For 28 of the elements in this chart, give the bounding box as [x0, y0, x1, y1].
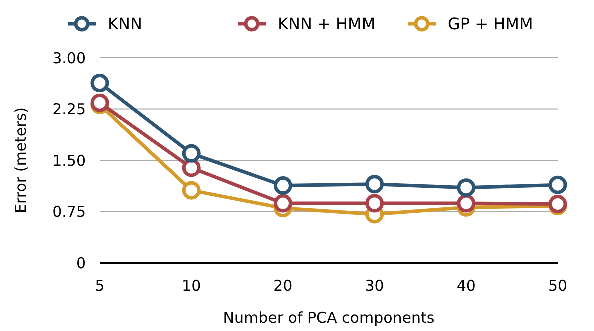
point: [366, 194, 384, 213]
x-tick-label: 50: [548, 277, 568, 295]
x-tick-label: 10: [182, 277, 202, 295]
y-tick-label: 1.50: [52, 152, 86, 170]
y-tick-label: 3.00: [52, 49, 86, 68]
point: [366, 175, 384, 194]
x-tick-label: 20: [274, 277, 293, 295]
point: [274, 176, 292, 196]
legend-label: KNN: [108, 14, 142, 34]
legend-label: KNN + HMM: [278, 14, 376, 34]
y-tick-label: 0: [76, 254, 86, 272]
x-tick-label: 30: [365, 277, 384, 295]
y-tick-label: 2.25: [52, 100, 86, 118]
point: [182, 181, 201, 200]
point: [182, 158, 201, 178]
x-axis-title: Number of PCA components: [223, 309, 435, 327]
legend-label: GP + HMM: [448, 14, 534, 34]
point: [457, 178, 476, 198]
point: [548, 194, 568, 214]
x-tick-label: 5: [95, 277, 105, 295]
y-tick-label: 0.75: [52, 203, 86, 221]
y-axis-title: Error (meters): [12, 108, 30, 214]
point: [548, 176, 568, 194]
point: [182, 144, 201, 163]
x-tick-label: 40: [456, 277, 476, 295]
point: [274, 194, 292, 213]
point: [457, 194, 476, 213]
point: [90, 74, 110, 93]
